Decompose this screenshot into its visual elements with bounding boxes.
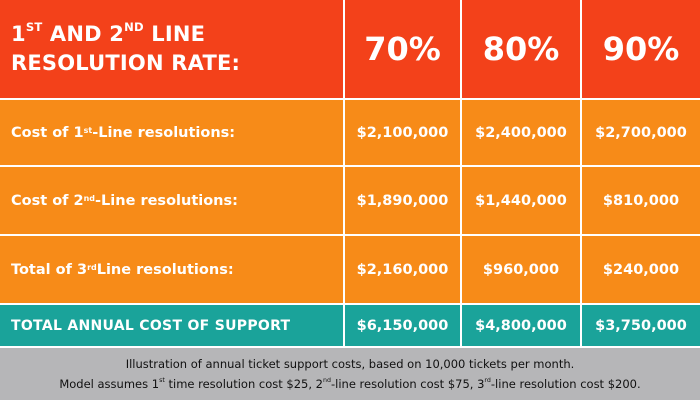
label-text: Line resolutions: [96,261,234,278]
title-superscript: ST [25,20,43,35]
label-text: Total of 3 [11,261,88,278]
label-text: -Line resolutions: [95,192,238,209]
label-text: Cost of 1 [11,124,84,141]
table-cell: $2,160,000 [345,236,460,303]
title-line-1: 1ST AND 2ND LINE [11,20,205,49]
footnote-text: Model assumes 1 [59,377,160,391]
label-text: Cost of 2 [11,192,84,209]
footnote-superscript: rd [484,377,491,385]
title-superscript: ND [124,20,144,35]
footnote: Illustration of annual ticket support co… [0,348,700,400]
table-cell: $960,000 [462,236,580,303]
label-text: -Line resolutions: [92,124,236,141]
footnote-superscript: st [159,377,165,385]
table-cell: $240,000 [582,236,700,303]
footnote-text: time resolution cost $25, 2 [164,377,323,391]
title-text: LINE [143,22,206,46]
total-cell: $4,800,000 [462,305,580,346]
table-title: 1ST AND 2ND LINE RESOLUTION RATE: [0,0,343,98]
footnote-line-2: Model assumes 1st time resolution cost $… [59,374,640,394]
footnote-text: -line resolution cost $75, 3 [331,377,485,391]
table-cell: $2,400,000 [462,100,580,165]
footnote-text: -line resolution cost $200. [490,377,641,391]
total-cell: $3,750,000 [582,305,700,346]
table-cell: $2,100,000 [345,100,460,165]
rate-header-70: 70% [345,0,460,98]
table-cell: $2,700,000 [582,100,700,165]
table-cell: $1,890,000 [345,167,460,234]
footnote-line-1: Illustration of annual ticket support co… [125,357,575,371]
title-text: AND 2 [42,22,125,46]
footnote-superscript: nd [322,377,331,385]
title-line-2: RESOLUTION RATE: [11,51,241,75]
rate-header-80: 80% [462,0,580,98]
table-cell: $1,440,000 [462,167,580,234]
total-row-label: TOTAL ANNUAL COST OF SUPPORT [0,305,343,346]
table-cell: $810,000 [582,167,700,234]
title-text: 1 [11,22,26,46]
rate-header-90: 90% [582,0,700,98]
total-cell: $6,150,000 [345,305,460,346]
